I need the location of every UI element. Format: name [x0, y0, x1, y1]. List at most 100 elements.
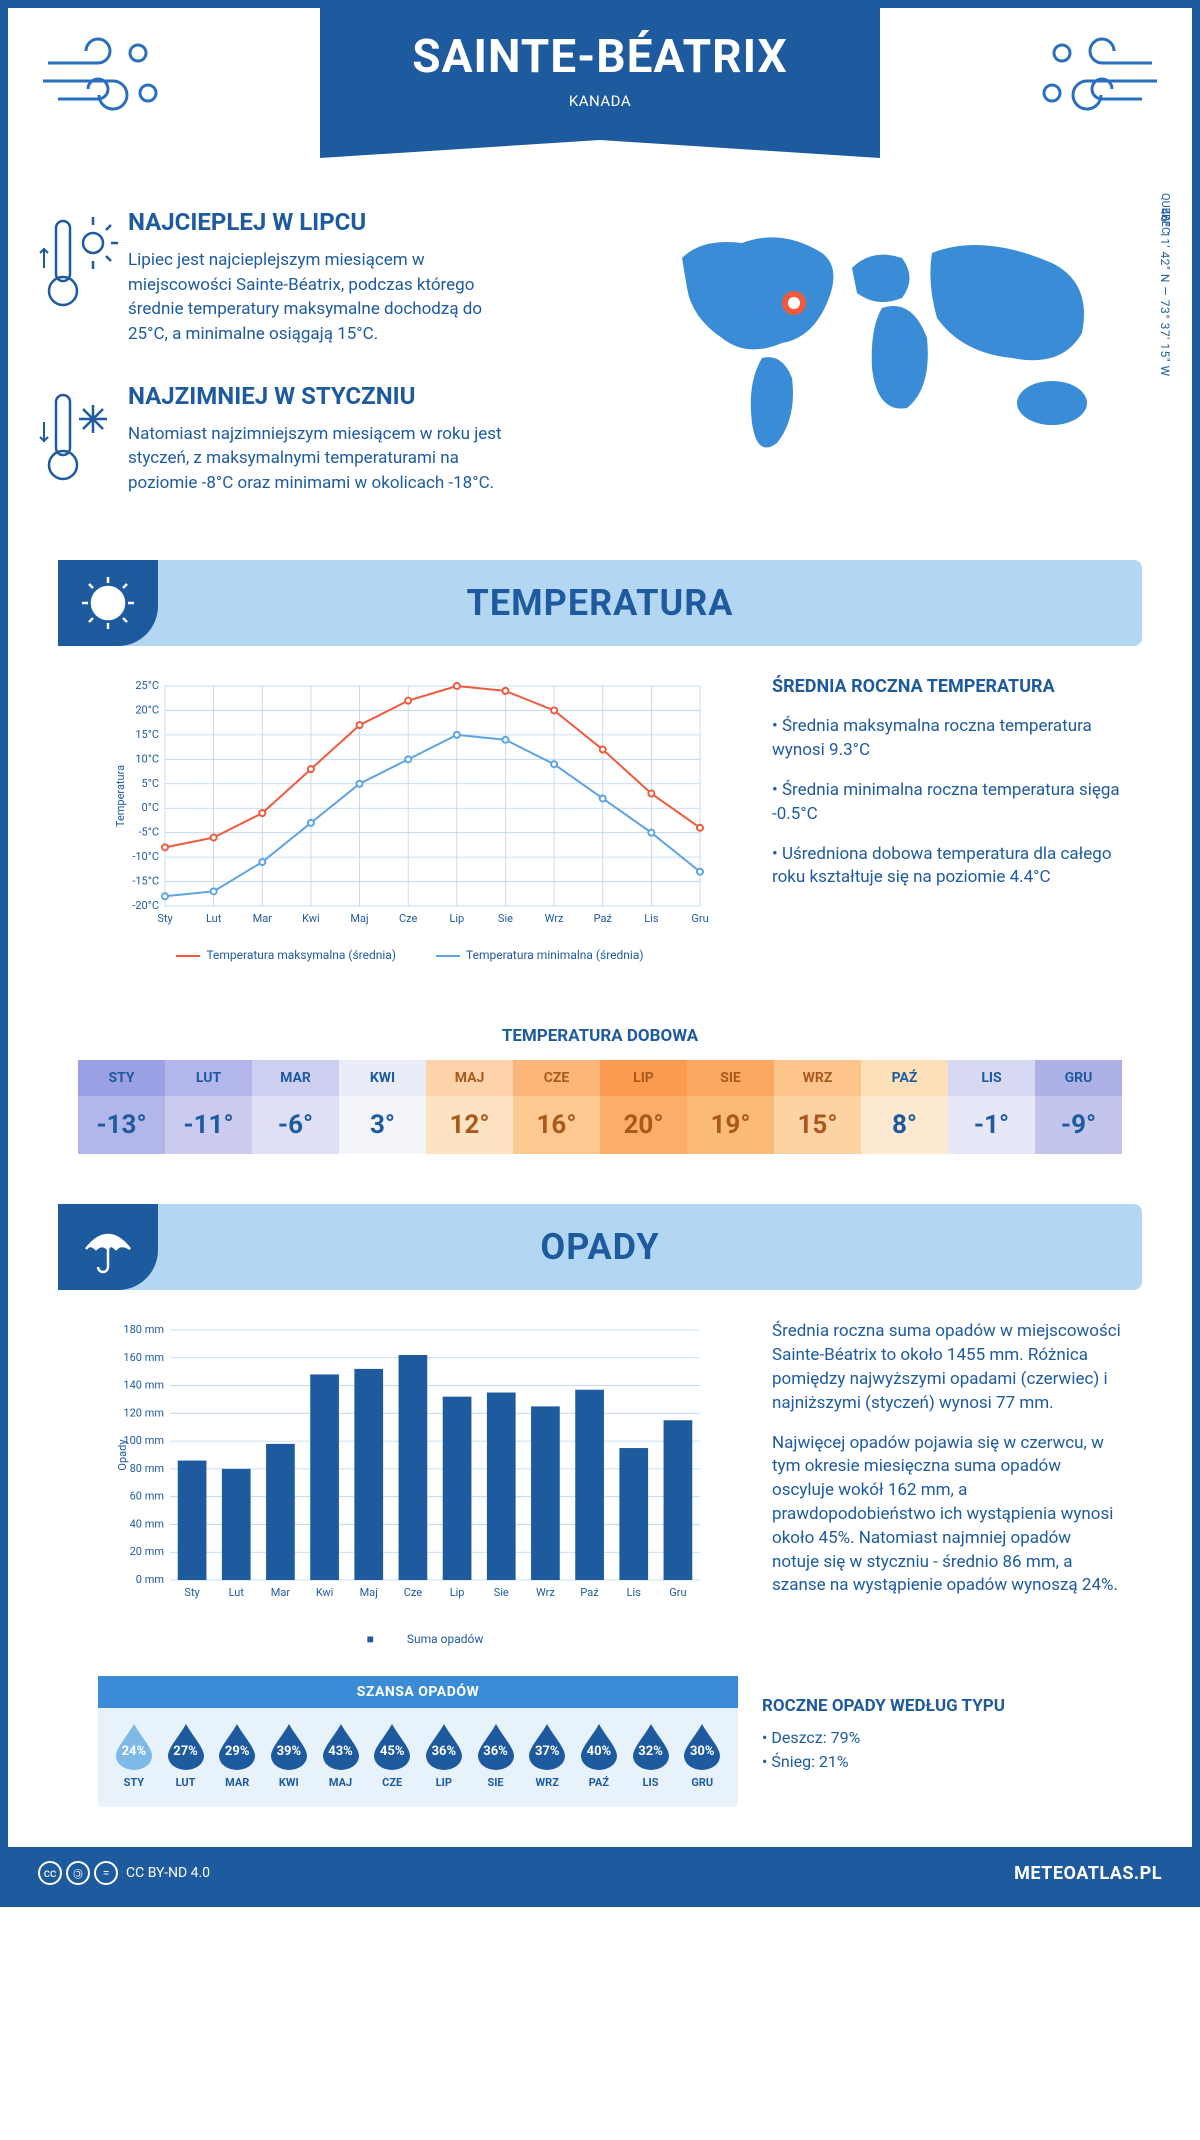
temperature-section-header: TEMPERATURA	[58, 560, 1142, 646]
svg-text:5°C: 5°C	[142, 777, 159, 790]
svg-text:Sty: Sty	[184, 1586, 200, 1599]
chance-drop: 29%MAR	[211, 1722, 263, 1789]
svg-text:10°C: 10°C	[135, 753, 159, 766]
svg-text:120 mm: 120 mm	[123, 1407, 164, 1420]
line-chart-legend: Temperatura maksymalna (średnia) Tempera…	[98, 948, 722, 962]
chance-drop: 36%LIP	[418, 1722, 470, 1789]
precip-section-header: OPADY	[58, 1204, 1142, 1290]
warmest-text: Lipiec jest najcieplejszym miesiącem w m…	[128, 248, 508, 347]
temp-fact: • Średnia maksymalna roczna temperatura …	[772, 715, 1122, 763]
precip-title: OPADY	[540, 1226, 659, 1268]
chance-drop: 30%GRU	[676, 1722, 728, 1789]
svg-text:Lis: Lis	[627, 1586, 642, 1599]
svg-text:Lip: Lip	[450, 1586, 465, 1599]
svg-text:140 mm: 140 mm	[123, 1379, 164, 1392]
license: cc 🄯 = CC BY-ND 4.0	[38, 1861, 210, 1885]
coldest-title: NAJZIMNIEJ W STYCZNIU	[128, 382, 592, 410]
daily-cell: STY -13°	[78, 1060, 165, 1154]
umbrella-icon	[58, 1204, 158, 1290]
svg-text:160 mm: 160 mm	[123, 1351, 164, 1364]
daily-cell: GRU -9°	[1035, 1060, 1122, 1154]
type-rain: • Deszcz: 79%	[762, 1726, 1112, 1750]
svg-text:0°C: 0°C	[142, 802, 159, 815]
chance-drop: 40%PAŹ	[573, 1722, 625, 1789]
daily-cell: KWI 3°	[339, 1060, 426, 1154]
precip-content: 0 mm20 mm40 mm60 mm80 mm100 mm120 mm140 …	[8, 1320, 1192, 1666]
svg-text:Wrz: Wrz	[536, 1586, 555, 1599]
coldest-text: Natomiast najzimniejszym miesiącem w rok…	[128, 422, 508, 496]
coords-label: 46° 11' 42" N — 73° 37' 15" W	[1158, 208, 1172, 377]
svg-text:100 mm: 100 mm	[123, 1435, 164, 1448]
chance-drop: 32%LIS	[625, 1722, 677, 1789]
temperature-summary: ŚREDNIA ROCZNA TEMPERATURA • Średnia mak…	[772, 676, 1122, 976]
svg-text:-10°C: -10°C	[132, 851, 159, 864]
svg-text:Sty: Sty	[157, 912, 173, 925]
coldest-block: NAJZIMNIEJ W STYCZNIU Natomiast najzimni…	[128, 382, 592, 496]
chance-drop: 24%STY	[108, 1722, 160, 1789]
svg-text:Gru: Gru	[669, 1586, 686, 1599]
daily-temp-title: TEMPERATURA DOBOWA	[8, 1026, 1192, 1046]
svg-text:Paź: Paź	[580, 1586, 599, 1599]
legend-min: Temperatura minimalna (średnia)	[436, 948, 644, 962]
temp-fact: • Średnia minimalna roczna temperatura s…	[772, 779, 1122, 827]
svg-text:Maj: Maj	[350, 912, 368, 925]
precip-summary: Średnia roczna suma opadów w miejscowośc…	[772, 1320, 1122, 1646]
world-map: QUEBEC 46° 11' 42" N — 73° 37' 15" W	[652, 208, 1142, 530]
svg-text:Mar: Mar	[271, 1586, 291, 1599]
title-banner: SAINTE-BÉATRIX KANADA	[320, 8, 880, 140]
svg-text:25°C: 25°C	[135, 679, 159, 692]
bar-chart-legend: ■ Suma opadów	[98, 1632, 722, 1646]
svg-text:Opady: Opady	[116, 1439, 129, 1471]
svg-text:Paź: Paź	[594, 912, 613, 925]
chance-of-precip: SZANSA OPADÓW 24%STY 27%LUT 29%MAR 39%KW…	[98, 1676, 738, 1807]
temp-fact: • Uśredniona dobowa temperatura dla całe…	[772, 843, 1122, 891]
svg-text:40 mm: 40 mm	[130, 1518, 164, 1531]
svg-text:0 mm: 0 mm	[136, 1573, 164, 1586]
daily-temp-table: STY -13° LUT -11° MAR -6° KWI 3° MAJ 12°…	[78, 1060, 1122, 1154]
svg-text:Cze: Cze	[404, 1586, 423, 1599]
daily-cell: PAŹ 8°	[861, 1060, 948, 1154]
legend-max: Temperatura maksymalna (średnia)	[176, 948, 396, 962]
thermometer-cold-icon	[38, 387, 118, 491]
svg-text:Lip: Lip	[449, 912, 464, 925]
svg-text:Cze: Cze	[399, 912, 418, 925]
chance-drop: 27%LUT	[160, 1722, 212, 1789]
thermometer-hot-icon	[38, 213, 118, 317]
svg-text:60 mm: 60 mm	[130, 1490, 164, 1503]
license-text: CC BY-ND 4.0	[126, 1865, 210, 1881]
svg-text:-5°C: -5°C	[139, 826, 160, 839]
temperature-content: -20°C-15°C-10°C-5°C0°C5°C10°C15°C20°C25°…	[8, 676, 1192, 1006]
svg-text:Sie: Sie	[494, 1586, 509, 1599]
svg-text:Sie: Sie	[498, 912, 513, 925]
svg-text:Lis: Lis	[644, 912, 659, 925]
svg-text:Lut: Lut	[229, 1586, 245, 1599]
svg-text:Kwi: Kwi	[302, 912, 320, 925]
svg-text:Kwi: Kwi	[316, 1586, 334, 1599]
temperature-title: TEMPERATURA	[467, 582, 734, 624]
cc-icons: cc 🄯 =	[38, 1861, 118, 1885]
daily-cell: WRZ 15°	[774, 1060, 861, 1154]
type-snow: • Śnieg: 21%	[762, 1750, 1112, 1774]
by-icon: 🄯	[66, 1861, 90, 1885]
svg-text:20°C: 20°C	[135, 704, 159, 717]
daily-cell: LIS -1°	[948, 1060, 1035, 1154]
header: SAINTE-BÉATRIX KANADA	[8, 8, 1192, 168]
city-name: SAINTE-BÉATRIX	[320, 30, 880, 84]
type-title: ROCZNE OPADY WEDŁUG TYPU	[762, 1696, 1112, 1716]
svg-text:Gru: Gru	[691, 912, 708, 925]
intro-section: NAJCIEPLEJ W LIPCU Lipiec jest najcieple…	[8, 168, 1192, 560]
precip-para1: Średnia roczna suma opadów w miejscowośc…	[772, 1320, 1122, 1415]
precip-bar-chart: 0 mm20 mm40 mm60 mm80 mm100 mm120 mm140 …	[98, 1320, 722, 1646]
chance-drop: 45%CZE	[366, 1722, 418, 1789]
svg-text:Mar: Mar	[253, 912, 273, 925]
daily-cell: LUT -11°	[165, 1060, 252, 1154]
svg-text:-20°C: -20°C	[132, 899, 159, 912]
chance-drop: 43%MAJ	[315, 1722, 367, 1789]
warmest-block: NAJCIEPLEJ W LIPCU Lipiec jest najcieple…	[128, 208, 592, 347]
svg-text:Wrz: Wrz	[545, 912, 564, 925]
page-root: SAINTE-BÉATRIX KANADA	[0, 0, 1200, 1907]
sun-icon	[58, 560, 158, 646]
daily-cell: CZE 16°	[513, 1060, 600, 1154]
footer: cc 🄯 = CC BY-ND 4.0 METEOATLAS.PL	[8, 1847, 1192, 1899]
location-marker-icon	[785, 294, 803, 312]
